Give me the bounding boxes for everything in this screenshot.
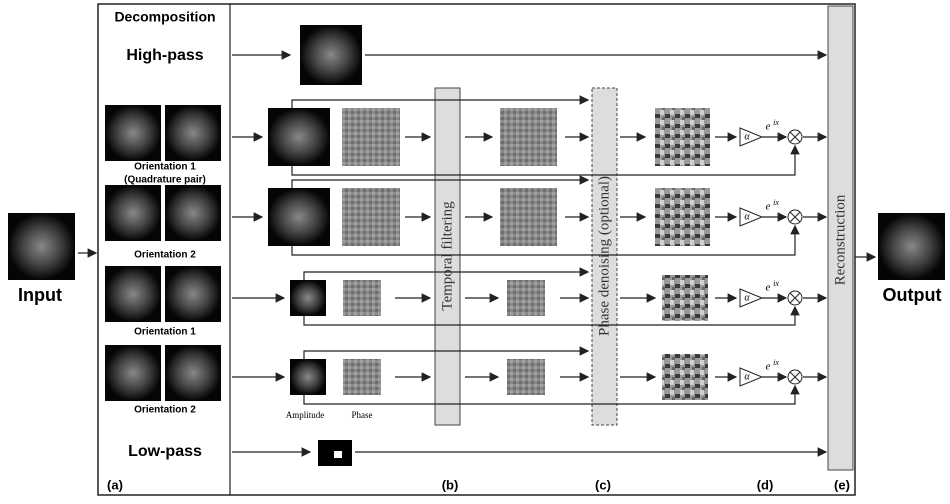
phase-label: Phase — [352, 410, 373, 420]
orientation-image — [165, 185, 221, 241]
filtered-image — [507, 359, 545, 395]
orientation-image — [165, 266, 221, 322]
phase-image — [343, 359, 381, 395]
panel-label: (c) — [595, 477, 611, 492]
filtered-image — [500, 108, 557, 166]
denoised-image — [655, 108, 710, 166]
denoised-image — [662, 354, 708, 400]
decomposition-title: Decomposition — [114, 9, 215, 25]
amplitude-label: Amplitude — [286, 410, 325, 420]
denoised-image — [655, 188, 710, 246]
amplitude-image — [268, 188, 330, 246]
orientation-image — [105, 105, 161, 161]
panel-label: (a) — [107, 477, 123, 492]
phase-exponent: ix — [773, 279, 779, 288]
phase-term: e — [766, 121, 771, 133]
input-label: Input — [18, 285, 62, 305]
output-image — [878, 213, 945, 280]
orientation-note: (Quadrature pair) — [124, 175, 206, 186]
gain-symbol: α — [744, 371, 750, 382]
phase-image — [342, 188, 400, 246]
gain-symbol: α — [744, 292, 750, 303]
amplitude-image — [290, 280, 326, 316]
panel-label: (b) — [442, 477, 459, 492]
denoised-image — [662, 275, 708, 321]
gain-triangle — [740, 208, 762, 226]
orientation-image — [165, 105, 221, 161]
phase-term: e — [766, 361, 771, 373]
filtered-image — [507, 280, 545, 316]
gain-triangle — [740, 368, 762, 386]
phase-exponent: ix — [773, 118, 779, 127]
temporal-label: Temporal filtering — [439, 201, 455, 311]
orientation-image — [105, 345, 161, 401]
diagram: Input Output Decomposition High-pass Low… — [0, 0, 950, 499]
orientation-image — [105, 185, 161, 241]
orientation-image — [165, 345, 221, 401]
orientation-image — [105, 266, 161, 322]
phase-image — [343, 280, 381, 316]
panel-label: (e) — [834, 477, 850, 492]
frame — [98, 4, 855, 495]
reconstruction-label: Reconstruction — [832, 194, 848, 285]
phase-term: e — [766, 201, 771, 213]
orientation-label: Orientation 1 — [134, 327, 196, 338]
low-pass-label: Low-pass — [128, 443, 202, 460]
high-pass-label: High-pass — [126, 47, 203, 64]
phase-exponent: ix — [773, 198, 779, 207]
phase-image — [342, 108, 400, 166]
gain-triangle — [740, 128, 762, 146]
amplitude-image — [268, 108, 330, 166]
phase-term: e — [766, 282, 771, 294]
gain-symbol: α — [744, 211, 750, 222]
phase-exponent: ix — [773, 358, 779, 367]
amplitude-image — [290, 359, 326, 395]
gain-triangle — [740, 289, 762, 307]
panel-label: (d) — [757, 477, 774, 492]
denoise-label: Phase denoising (optional) — [596, 176, 612, 336]
orientation-label: Orientation 2 — [134, 405, 196, 416]
high-pass-image — [300, 25, 362, 85]
orientation-label: Orientation 2 — [134, 250, 196, 261]
filtered-image — [500, 188, 557, 246]
output-label: Output — [883, 285, 942, 305]
gain-symbol: α — [744, 131, 750, 142]
orientation-label: Orientation 1 — [134, 162, 196, 173]
input-image — [8, 213, 75, 280]
